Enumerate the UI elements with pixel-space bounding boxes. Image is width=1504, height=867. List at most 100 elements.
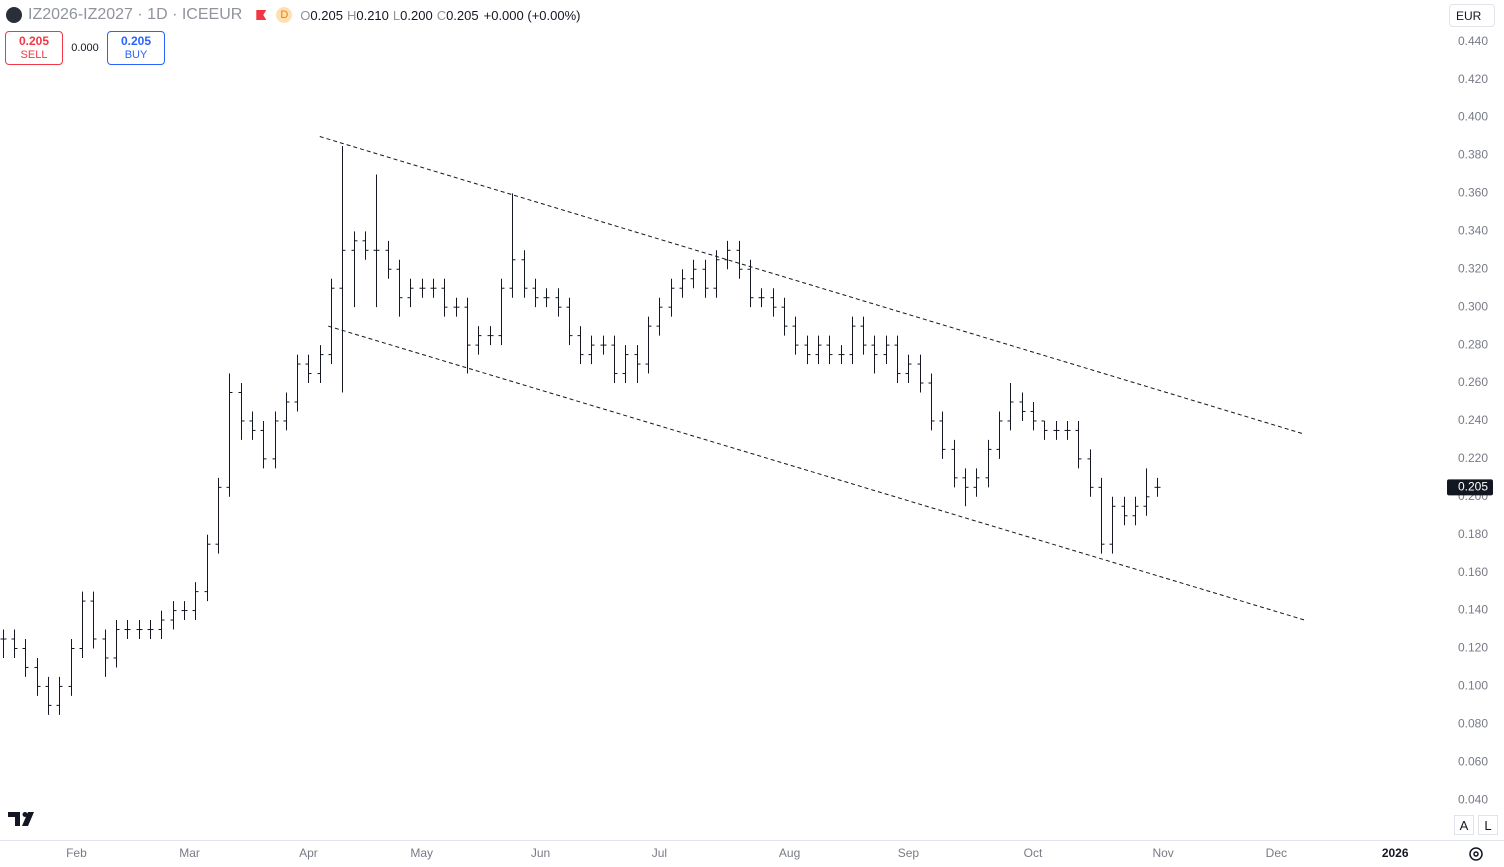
currency-button[interactable]: EUR (1449, 4, 1495, 27)
y-tick-label: 0.300 (1458, 299, 1488, 313)
symbol-logo (6, 7, 22, 23)
ohlc-bar (985, 439, 992, 488)
x-tick-label: Oct (1024, 846, 1043, 860)
ohlc-bar (736, 240, 743, 279)
x-tick-label: Jul (652, 846, 667, 860)
ohlc-bar (475, 326, 482, 355)
ohlc-bar (804, 335, 811, 365)
ohlc-bar (373, 174, 380, 308)
ohlc-bar (90, 591, 97, 649)
ohlc-bar (407, 278, 414, 308)
ohlc-bar (1098, 477, 1105, 554)
buy-button[interactable]: 0.205 BUY (107, 31, 165, 65)
auto-scale-button[interactable]: A (1454, 815, 1474, 835)
ohlc-bar (305, 354, 312, 384)
ohlc-bar (294, 354, 301, 412)
ohlc-bar (894, 335, 901, 384)
x-tick-label: Feb (66, 846, 87, 860)
ohlc-bar (56, 676, 63, 715)
y-tick-label: 0.280 (1458, 337, 1488, 351)
ohlc-bar (192, 582, 199, 621)
ohlc-value: 0.200 (400, 7, 433, 23)
ohlc-bar (362, 231, 369, 260)
tv-logo (8, 812, 34, 826)
y-tick-label: 0.420 (1458, 72, 1488, 86)
ohlc-bar (34, 657, 41, 696)
ohlc-bar (441, 278, 448, 317)
y-tick-label: 0.380 (1458, 148, 1488, 162)
ohlc-bar (102, 629, 109, 677)
ohlc-bar (317, 345, 324, 384)
ohlc-values: O0.205 H0.210 L0.200 C0.205 (296, 8, 478, 23)
settings-icon[interactable] (1469, 847, 1483, 861)
ohlc-bar (588, 335, 595, 365)
ohlc-value: 0.205 (310, 7, 343, 23)
ohlc-bar (917, 354, 924, 393)
ohlc-bar (124, 620, 131, 640)
ohlc-bar (600, 335, 607, 355)
ohlc-bar (226, 373, 233, 497)
y-tick-label: 0.240 (1458, 413, 1488, 427)
ohlc-bar (679, 269, 686, 298)
ohlc-bar (204, 534, 211, 602)
sell-price: 0.205 (18, 34, 50, 48)
ohlc-bar (1007, 383, 1014, 431)
spread: 0.000 (71, 42, 99, 54)
ohlc-bar (181, 601, 188, 621)
ohlc-bar (1030, 401, 1037, 431)
flag-icon[interactable] (256, 10, 267, 20)
ohlc-bar (770, 288, 777, 317)
ohlc-bar (11, 629, 18, 658)
ohlc-bar (758, 288, 765, 308)
ohlc-bar (272, 411, 279, 469)
y-tick-label: 0.160 (1458, 565, 1488, 579)
ohlc-bar (1087, 449, 1094, 497)
y-tick-label: 0.120 (1458, 641, 1488, 655)
sell-button[interactable]: 0.205 SELL (5, 31, 63, 65)
ohlc-bar (555, 288, 562, 317)
ohlc-bar (566, 297, 573, 346)
last-price-label: 0.205 (1458, 479, 1488, 493)
ohlc-bar (351, 231, 358, 308)
y-tick-label: 0.400 (1458, 110, 1488, 124)
y-tick-label: 0.060 (1458, 754, 1488, 768)
ohlc-bar (928, 373, 935, 431)
ohlc-bar (113, 620, 120, 668)
sell-label: SELL (20, 49, 48, 61)
ohlc-bar (815, 335, 822, 365)
ohlc-bar (1132, 496, 1139, 526)
x-tick-label: Apr (299, 846, 318, 860)
y-tick-label: 0.360 (1458, 186, 1488, 200)
ohlc-key: O (300, 7, 311, 23)
x-tick-label: 2026 (1382, 846, 1409, 860)
ohlc-bar (385, 240, 392, 279)
ohlc-bar (1019, 392, 1026, 421)
last-price-box (1447, 479, 1493, 496)
y-tick-label: 0.080 (1458, 717, 1488, 731)
ohlc-bar (656, 297, 663, 336)
ohlc-value: 0.210 (356, 7, 389, 23)
ohlc-bar (871, 335, 878, 374)
ohlc-key: L (392, 7, 401, 23)
ohlc-bar (702, 259, 709, 298)
ohlc-bar (883, 335, 890, 365)
ohlc-bar (68, 639, 75, 696)
ohlc-bar (430, 278, 437, 298)
y-tick-label: 0.220 (1458, 451, 1488, 465)
ohlc-bar (951, 439, 958, 488)
ohlc-bar (1121, 496, 1128, 526)
symbol-title[interactable]: IZ2026-IZ2027 · 1D · ICEEUR (28, 6, 243, 23)
ohlc-bar (713, 250, 720, 298)
ohlc-bar (498, 278, 505, 346)
ohlc-bar (339, 146, 346, 393)
y-tick-label: 0.140 (1458, 603, 1488, 617)
ohlc-bar (905, 354, 912, 384)
ohlc-bar (996, 411, 1003, 459)
ohlc-bar (1075, 420, 1082, 469)
ohlc-bar (543, 288, 550, 308)
buy-price: 0.205 (120, 34, 152, 48)
ohlc-bar (215, 477, 222, 554)
ohlc-bar (1064, 420, 1071, 440)
log-scale-button[interactable]: L (1478, 815, 1498, 835)
ohlc-bar (328, 278, 335, 365)
